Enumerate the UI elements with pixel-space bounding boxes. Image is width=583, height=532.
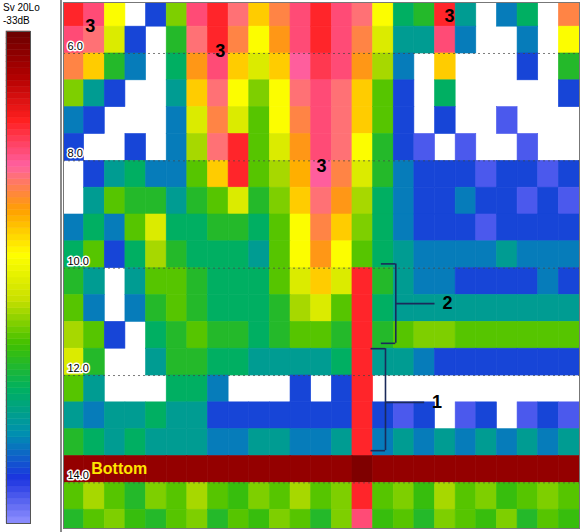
svg-text:Bottom: Bottom <box>91 460 147 477</box>
html-text:-33dB: -33dB <box>3 15 30 26</box>
svg-text:10.0: 10.0 <box>68 255 89 267</box>
svg-text:12.0: 12.0 <box>68 362 89 374</box>
html-text:Sv 20Lo: Sv 20Lo <box>3 2 40 13</box>
svg-text:1: 1 <box>432 392 442 412</box>
svg-text:3: 3 <box>85 16 95 36</box>
svg-text:14.0: 14.0 <box>68 469 89 481</box>
svg-text:6.0: 6.0 <box>68 40 83 52</box>
svg-text:8.0: 8.0 <box>68 147 83 159</box>
svg-text:3: 3 <box>316 156 326 176</box>
svg-text:3: 3 <box>444 6 454 26</box>
svg-text:3: 3 <box>215 41 225 61</box>
svg-text:2: 2 <box>442 293 452 313</box>
